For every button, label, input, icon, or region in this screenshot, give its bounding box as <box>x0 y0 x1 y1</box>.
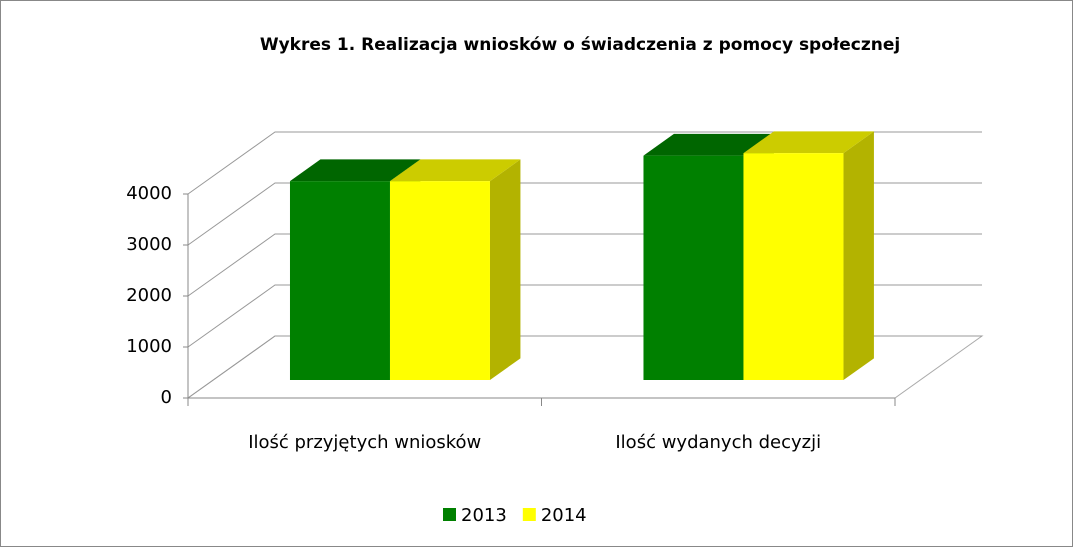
x-tick-label: Ilość przyjętych wniosków <box>248 432 481 453</box>
y-tick-label: 0 <box>161 387 172 408</box>
bar-top <box>743 131 874 154</box>
y-tick-label: 3000 <box>126 234 172 255</box>
legend-swatch <box>522 508 536 521</box>
legend-label: 2014 <box>541 505 587 526</box>
bar-front <box>743 153 844 381</box>
x-tick-label: Ilość wydanych decyzji <box>615 432 821 453</box>
legend-label: 2013 <box>461 505 507 526</box>
bar-side <box>843 131 874 381</box>
y-tick-label: 2000 <box>126 285 172 306</box>
chart-title: Wykres 1. Realizacja wniosków o świadcze… <box>260 35 900 55</box>
bar-front <box>389 181 490 381</box>
legend-swatch <box>443 508 456 521</box>
y-tick-label: 4000 <box>126 183 172 204</box>
grid-line <box>187 131 982 195</box>
bar-front <box>643 155 744 381</box>
bar-top <box>389 159 521 182</box>
bar <box>743 131 874 381</box>
bar-front <box>289 181 390 381</box>
bar-top <box>643 133 774 156</box>
bar <box>389 159 521 381</box>
bar-top <box>289 159 421 182</box>
y-tick-label: 1000 <box>126 336 172 357</box>
bar-side <box>489 159 521 381</box>
